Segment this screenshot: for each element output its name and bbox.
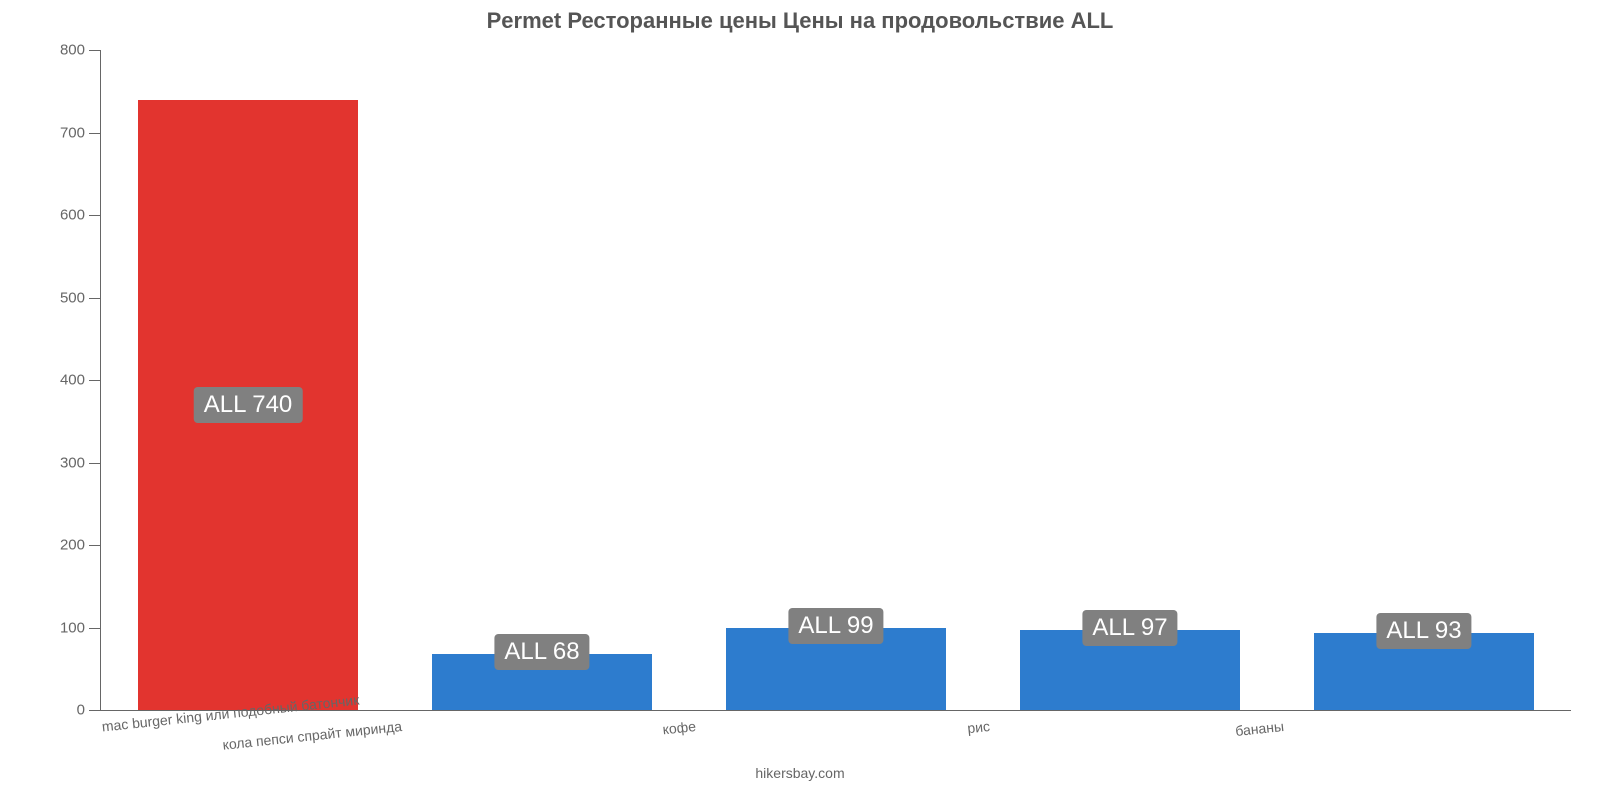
bar-value-label: ALL 99 <box>788 608 883 644</box>
y-tick-label: 500 <box>60 289 101 306</box>
y-tick-label: 800 <box>60 42 101 59</box>
y-tick-label: 0 <box>77 702 101 719</box>
chart-title: Permet Ресторанные цены Цены на продовол… <box>0 8 1600 34</box>
y-tick-label: 200 <box>60 537 101 554</box>
y-tick-label: 600 <box>60 207 101 224</box>
y-tick-label: 400 <box>60 372 101 389</box>
bar-value-label: ALL 97 <box>1082 610 1177 646</box>
x-category-label: рис <box>106 718 991 800</box>
plot-area: 0100200300400500600700800ALL 740mac burg… <box>100 50 1571 711</box>
bar-value-label: ALL 740 <box>194 387 303 423</box>
x-category-label: mac burger king или подобный батончик <box>101 718 109 735</box>
y-tick-label: 300 <box>60 454 101 471</box>
bar-value-label: ALL 93 <box>1376 613 1471 649</box>
y-tick-label: 100 <box>60 619 101 636</box>
attribution-text: hikersbay.com <box>0 765 1600 781</box>
price-bar-chart: Permet Ресторанные цены Цены на продовол… <box>0 0 1600 800</box>
y-tick-label: 700 <box>60 124 101 141</box>
bar-value-label: ALL 68 <box>494 634 589 670</box>
